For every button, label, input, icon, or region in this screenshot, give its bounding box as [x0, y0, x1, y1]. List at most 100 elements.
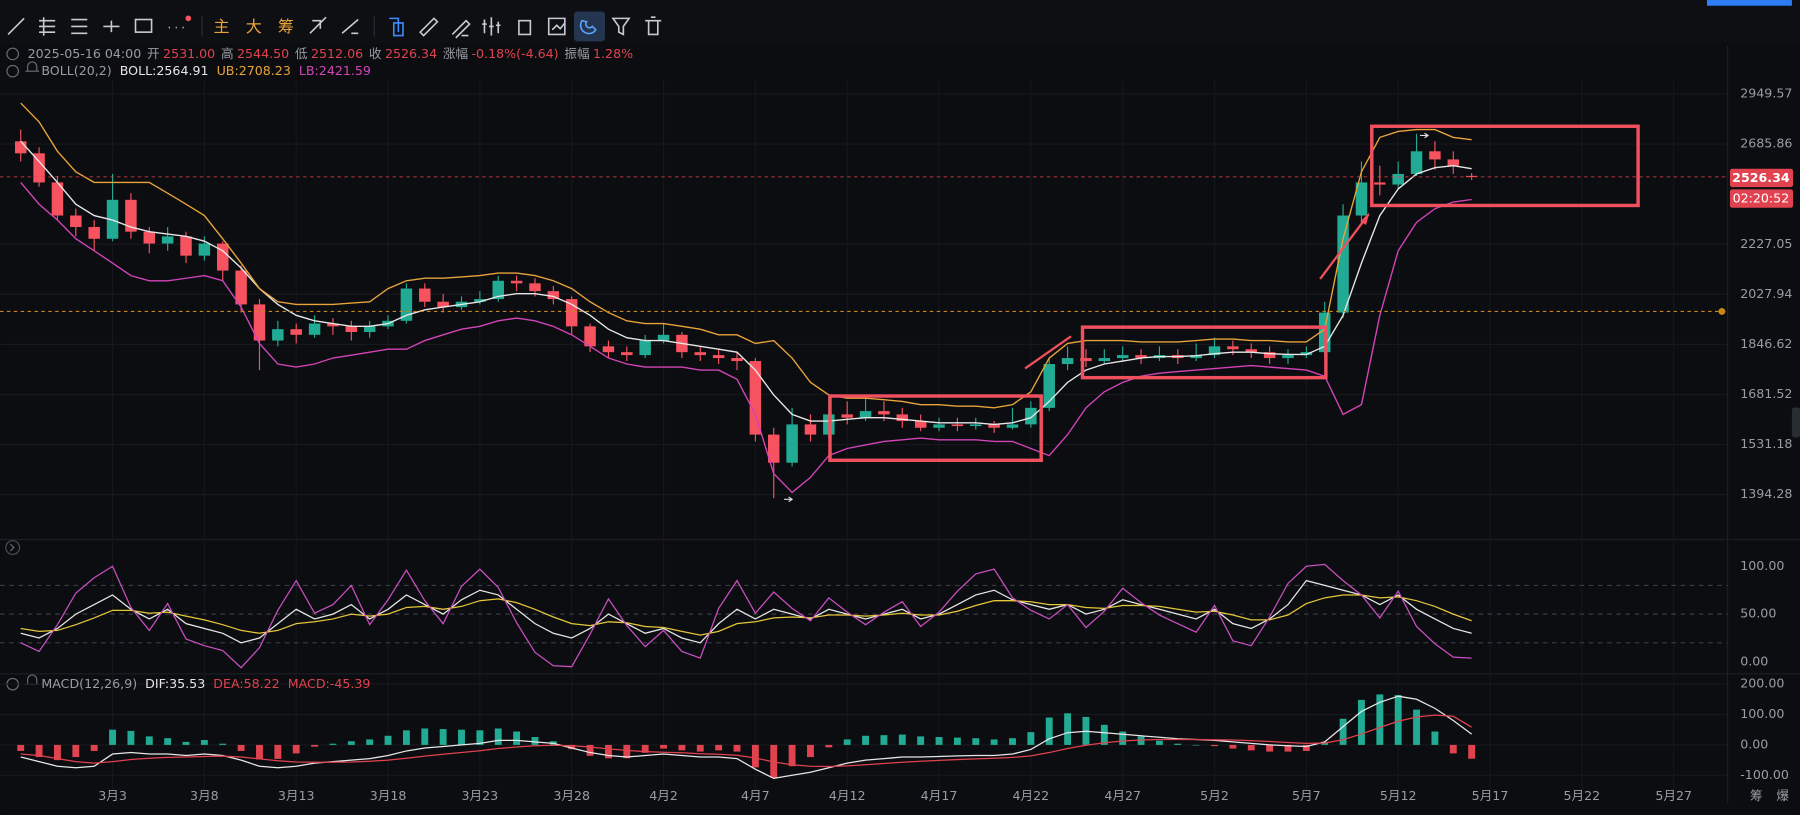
- collapse-icon[interactable]: [6, 47, 19, 61]
- macd-bar: [366, 739, 374, 745]
- macd-bar: [439, 729, 447, 745]
- macd-bar: [1339, 718, 1347, 745]
- toolbar-button[interactable]: 主: [214, 17, 230, 36]
- macd-bar: [458, 729, 465, 745]
- rect-tool[interactable]: [134, 18, 153, 33]
- collapse-icon[interactable]: [6, 64, 19, 78]
- range-box[interactable]: [828, 394, 1043, 463]
- edit-tool[interactable]: [547, 17, 566, 36]
- brush-tool[interactable]: [341, 18, 359, 35]
- macd-bar: [586, 744, 594, 756]
- macd-bar: [200, 740, 208, 745]
- macd-bar: [531, 736, 539, 745]
- side-handle[interactable]: [1791, 407, 1800, 438]
- countdown: 02:20:52: [1733, 191, 1790, 206]
- candle-body: [1135, 355, 1147, 359]
- candle-body: [1263, 352, 1276, 359]
- macd-bar: [402, 730, 410, 745]
- candle-body: [1043, 364, 1055, 408]
- macd-bar: [660, 744, 667, 749]
- candle-body: [400, 288, 413, 321]
- candle-body: [1061, 358, 1074, 365]
- candle-body: [510, 280, 523, 284]
- candle-body: [914, 421, 927, 428]
- macd-bar: [678, 744, 686, 751]
- macd-bar: [880, 735, 888, 745]
- macd-bar: [1009, 738, 1016, 745]
- magnet-active[interactable]: [574, 11, 605, 42]
- y-tick-label: 1681.52: [1740, 386, 1792, 401]
- candle-body: [308, 323, 321, 335]
- candle-body: [565, 299, 578, 327]
- x-tick-label: 3月18: [370, 788, 407, 803]
- candle-body: [786, 424, 798, 463]
- candle-body: [1025, 407, 1037, 425]
- macd-bar: [274, 744, 282, 759]
- arrow-line[interactable]: [1024, 335, 1072, 370]
- corner-button[interactable]: 筹: [1750, 788, 1763, 803]
- candle-body: [1429, 151, 1441, 160]
- macd-bar: [311, 744, 319, 747]
- candle-body: [363, 326, 376, 332]
- range-box[interactable]: [1080, 325, 1328, 380]
- annotation-arrow: [784, 496, 794, 503]
- candle-body: [933, 424, 945, 428]
- fib-tool[interactable]: [71, 18, 88, 35]
- expand-icon[interactable]: [5, 540, 21, 556]
- toolbar-button[interactable]: 筹: [278, 17, 294, 36]
- candle-body: [1208, 346, 1221, 356]
- x-tick-label: 5月17: [1472, 788, 1509, 803]
- series-line: [20, 579, 1472, 644]
- candle-body: [1116, 355, 1129, 359]
- lock-tool[interactable]: [518, 19, 532, 36]
- y-tick-label: 100.00: [1740, 706, 1784, 721]
- macd-bar: [421, 728, 429, 745]
- candle-tool[interactable]: [482, 17, 501, 36]
- range-box[interactable]: [1370, 124, 1640, 208]
- macd-bar: [35, 744, 43, 758]
- delete-tool[interactable]: [645, 16, 662, 36]
- field-value: 2526.34: [385, 45, 437, 60]
- macd-bar: [568, 744, 576, 750]
- macd-bar: [1174, 743, 1182, 745]
- hline-tool[interactable]: [103, 20, 120, 33]
- series-line: [20, 594, 1472, 636]
- candle-body: [492, 280, 504, 300]
- macd-bar: [1321, 742, 1329, 745]
- macd-bar: [127, 730, 135, 745]
- corner-button[interactable]: 爆: [1776, 788, 1789, 803]
- field-value: -0.18%(-4.64): [472, 45, 559, 60]
- pen-tool[interactable]: [451, 19, 471, 39]
- candle-body: [1006, 424, 1019, 428]
- macd-bar: [1119, 731, 1127, 745]
- x-tick-label: 3月3: [98, 788, 127, 803]
- x-tick-label: 4月22: [1013, 788, 1050, 803]
- toolbar-button[interactable]: 大: [246, 17, 262, 36]
- y-tick-label: 0.00: [1740, 736, 1768, 751]
- alert-icon[interactable]: [25, 61, 40, 72]
- macd-bar: [825, 744, 833, 748]
- copy-tool[interactable]: [389, 17, 404, 37]
- top-button[interactable]: [1706, 0, 1792, 6]
- measure-tool[interactable]: [309, 16, 327, 34]
- channel-tool[interactable]: [39, 17, 56, 36]
- price-tag: [1729, 168, 1794, 188]
- filter-tool[interactable]: [611, 17, 631, 36]
- candle-body: [602, 346, 615, 353]
- macd-bar: [641, 744, 649, 753]
- series-line: [20, 181, 1472, 494]
- macd-bar: [843, 739, 851, 745]
- candle-body: [657, 334, 670, 341]
- candle-body: [180, 236, 192, 256]
- macd-bar: [733, 744, 741, 752]
- candle-body: [143, 231, 156, 244]
- trend-line-tool[interactable]: [7, 17, 25, 36]
- macd-bar: [347, 741, 355, 745]
- macd-bar: [917, 736, 925, 745]
- ruler-tool[interactable]: [419, 17, 439, 37]
- candle-body: [951, 424, 964, 427]
- candle-body: [327, 323, 339, 327]
- x-tick-label: 5月12: [1380, 788, 1417, 803]
- field-label: 振幅: [564, 45, 589, 60]
- arrow-line[interactable]: [1319, 213, 1370, 280]
